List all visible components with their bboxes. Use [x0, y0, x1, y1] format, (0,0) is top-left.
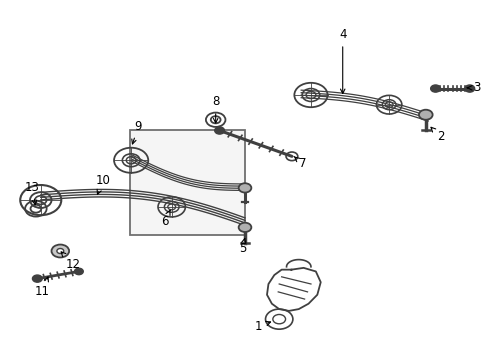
Circle shape	[419, 110, 433, 120]
Circle shape	[215, 127, 224, 134]
Text: 5: 5	[239, 238, 246, 255]
Text: 13: 13	[25, 181, 40, 205]
Text: 7: 7	[294, 157, 306, 170]
Circle shape	[57, 248, 64, 253]
Text: 12: 12	[61, 252, 80, 271]
Text: 8: 8	[212, 95, 220, 123]
Text: 3: 3	[467, 81, 481, 94]
Text: 6: 6	[161, 210, 170, 229]
Circle shape	[239, 223, 251, 232]
Circle shape	[465, 85, 475, 92]
Text: 1: 1	[255, 320, 270, 333]
Circle shape	[239, 183, 251, 193]
Text: 9: 9	[132, 120, 142, 144]
Bar	[130, 130, 245, 235]
Text: 4: 4	[339, 28, 346, 94]
Circle shape	[51, 244, 69, 257]
Circle shape	[32, 275, 42, 282]
Text: 10: 10	[96, 174, 111, 194]
Text: 2: 2	[431, 127, 444, 144]
Text: 11: 11	[35, 277, 49, 298]
Circle shape	[74, 268, 83, 275]
Circle shape	[431, 85, 441, 92]
